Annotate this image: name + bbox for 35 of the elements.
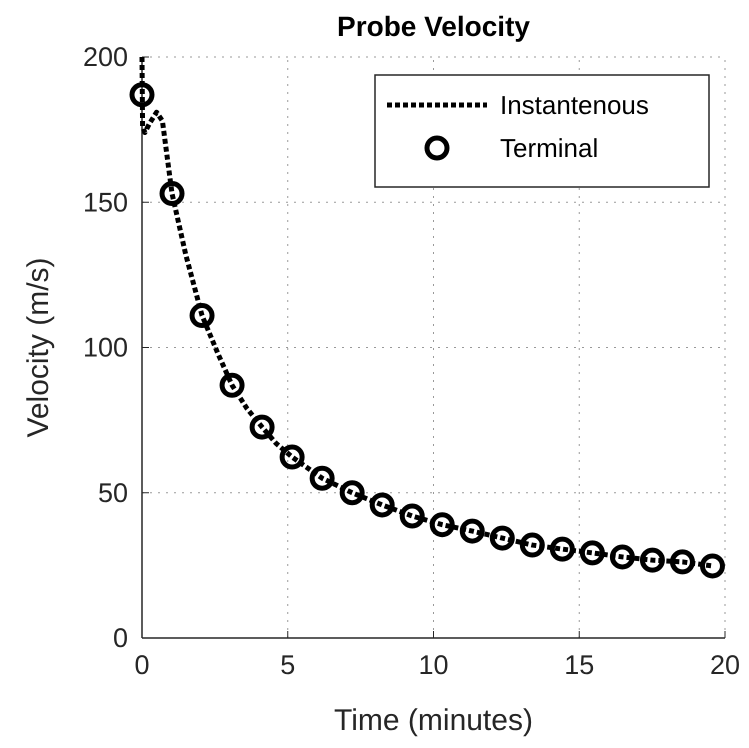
y-tick-label: 50 <box>98 478 128 508</box>
point <box>370 492 395 518</box>
x-tick-label: 0 <box>134 650 150 680</box>
point <box>250 414 275 440</box>
point <box>280 444 305 470</box>
x-axis-title: Time (minutes) <box>334 704 533 737</box>
point <box>310 466 335 491</box>
y-tick-label: 0 <box>112 623 128 653</box>
point <box>520 532 545 558</box>
y-tick-label: 200 <box>82 42 128 72</box>
x-tick-label: 10 <box>418 650 449 680</box>
point <box>550 536 575 562</box>
y-tick-label: 100 <box>82 332 128 362</box>
point <box>340 480 365 506</box>
point <box>130 82 154 108</box>
legend-label: Instantenous <box>500 90 649 120</box>
x-tick-label: 15 <box>564 650 594 680</box>
point <box>190 303 215 328</box>
point <box>610 544 635 570</box>
point <box>580 540 605 566</box>
point <box>400 503 425 528</box>
point <box>460 518 485 544</box>
y-tick-label: 150 <box>82 187 128 218</box>
chart-title: Probe Velocity <box>337 11 530 42</box>
point <box>640 548 665 573</box>
x-tick-label: 5 <box>280 650 296 680</box>
x-tick-label: 20 <box>710 650 740 680</box>
point <box>670 549 695 574</box>
point <box>430 512 455 538</box>
point <box>700 553 725 578</box>
point <box>160 181 185 206</box>
point <box>490 526 515 551</box>
legend-label: Terminal <box>500 133 598 163</box>
y-axis-title: Velocity (m/s) <box>22 257 55 438</box>
point <box>220 372 245 398</box>
